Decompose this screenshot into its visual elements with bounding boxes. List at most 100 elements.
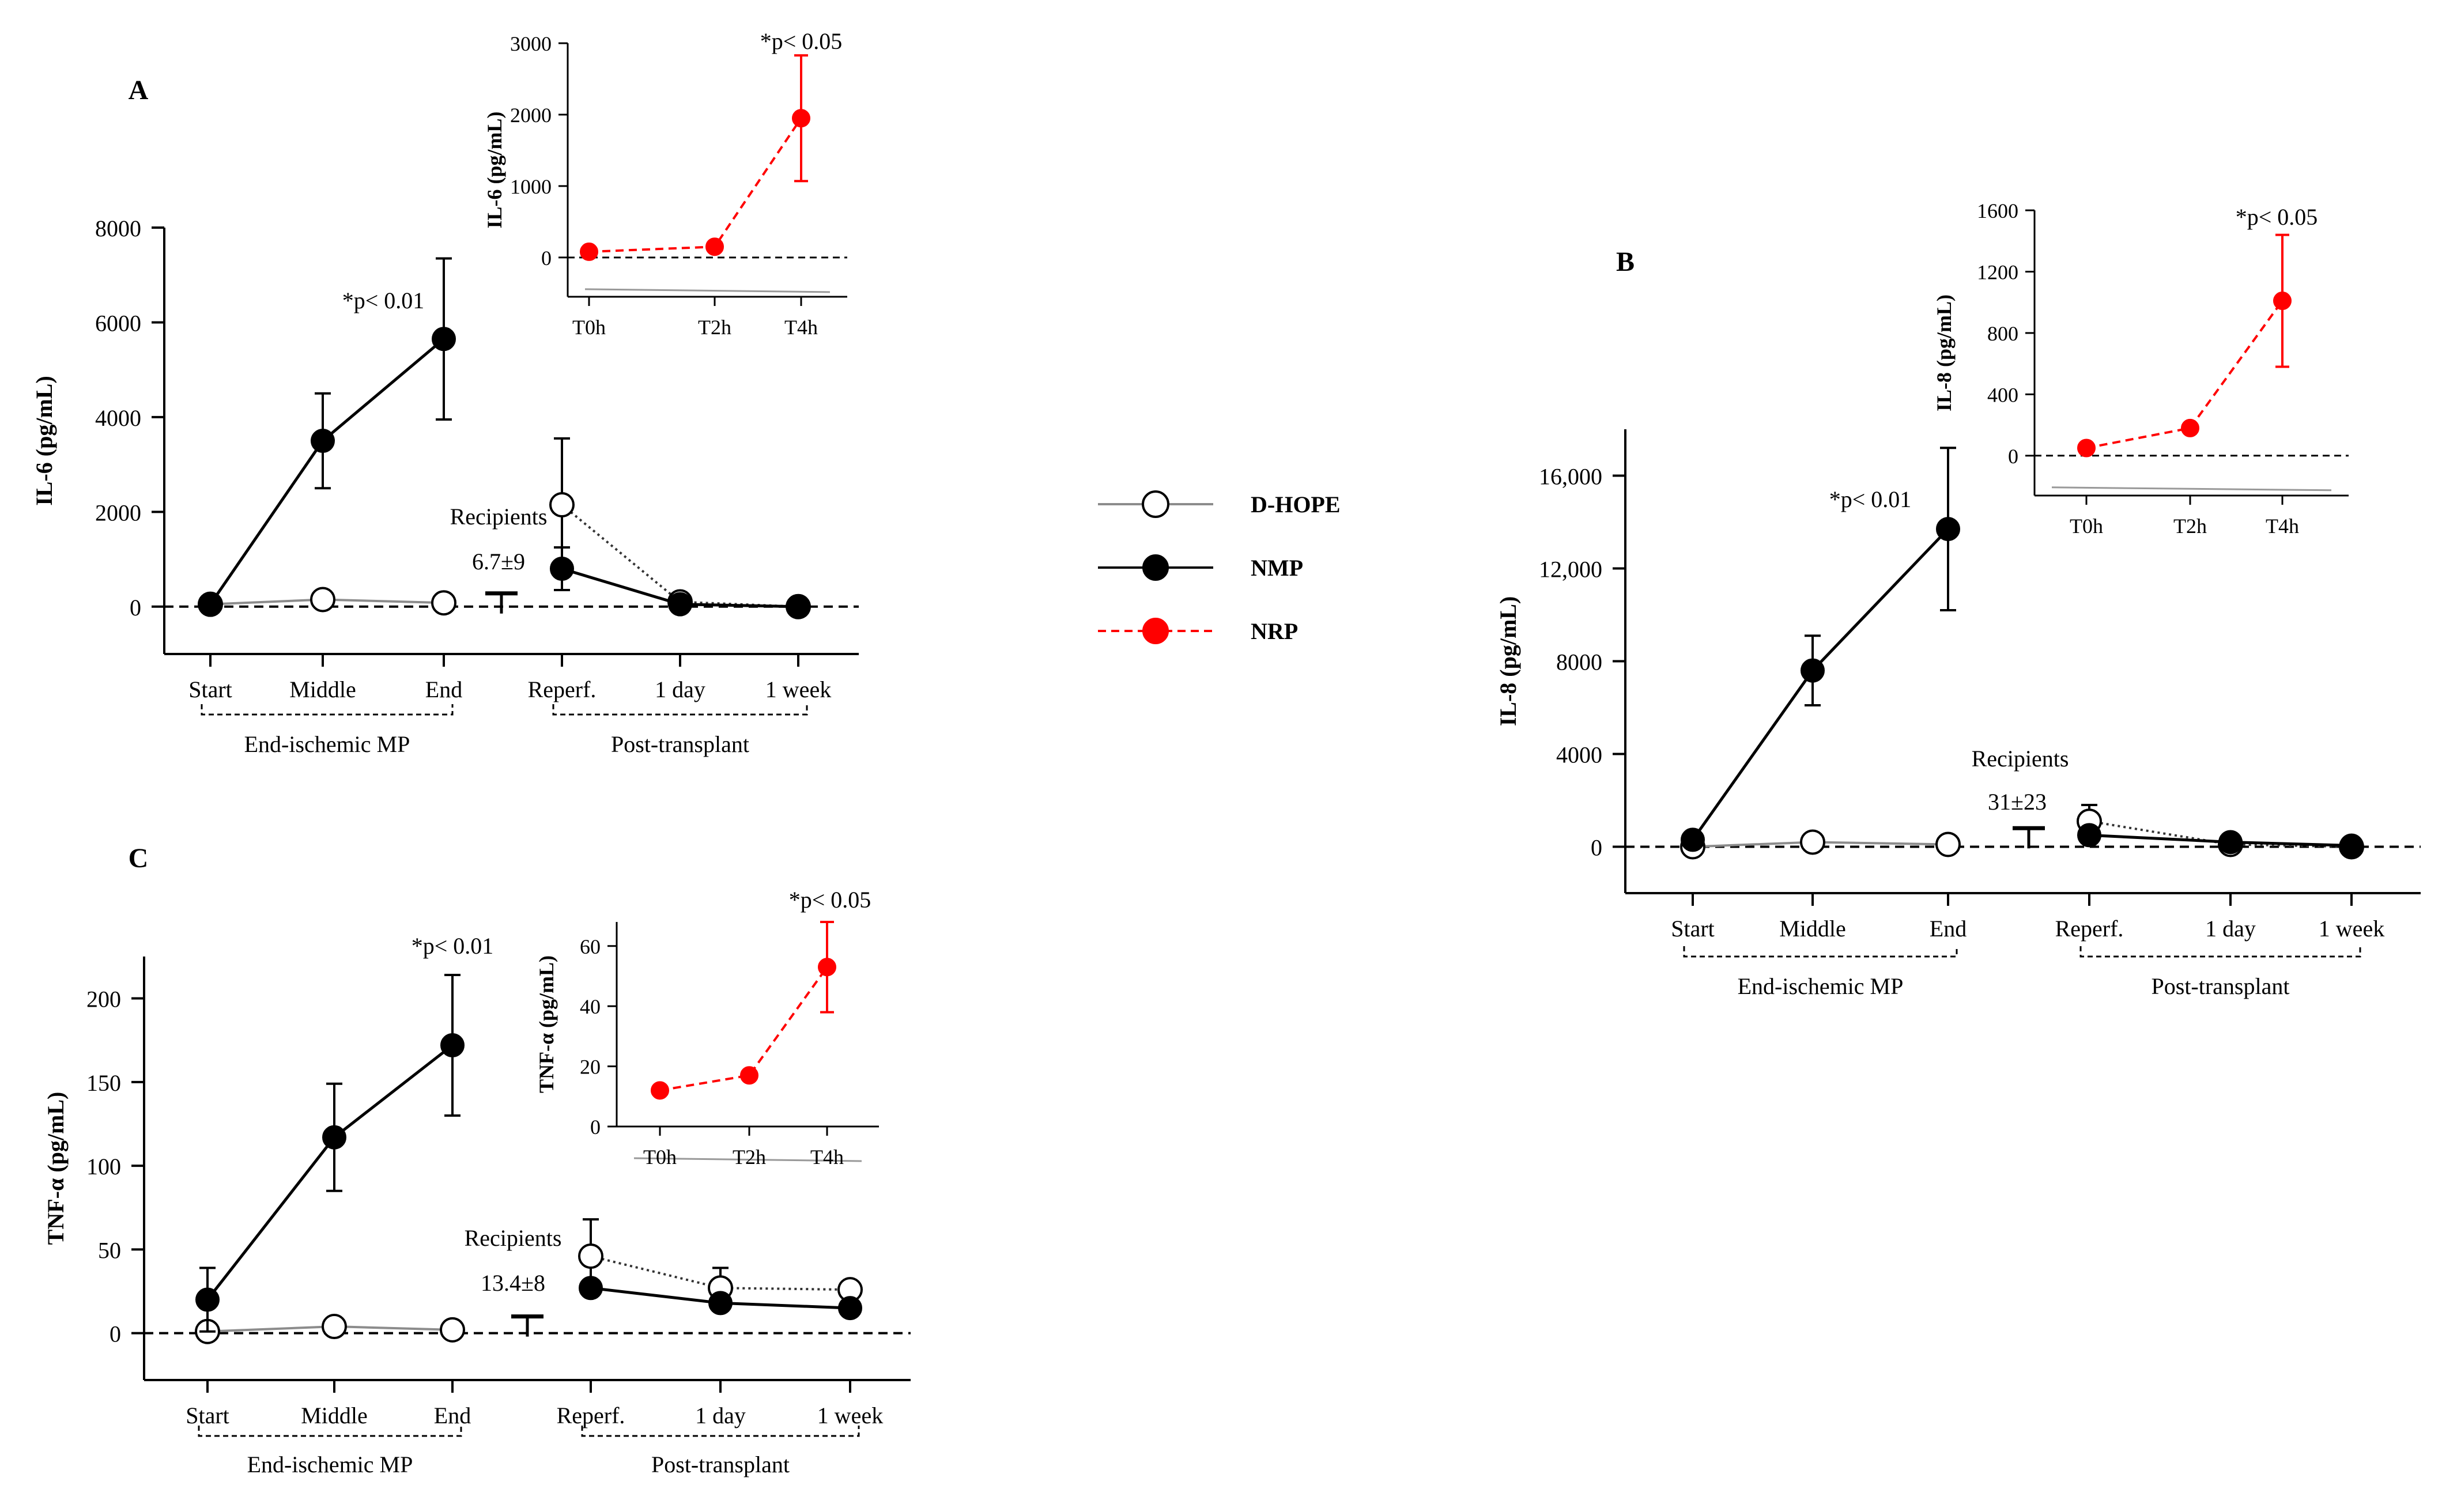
inset-x-tick-label: T4h: [2266, 515, 2299, 538]
inset-y-tick-label: 2000: [510, 104, 552, 127]
inset-x-tick-label: T2h: [698, 316, 731, 339]
significance-label: *p< 0.01: [1829, 486, 1912, 512]
inset-chart: 0 400 800 1200 1600 IL-8 (pg/mL) T0h T2h T4h *p< …: [1933, 199, 2349, 538]
inset-significance-label: *p< 0.05: [2236, 204, 2318, 230]
inset-y-tick-label: 1000: [510, 175, 552, 198]
inset-baseline: [633, 1157, 862, 1162]
inset-x-tick-label: T2h: [2173, 515, 2207, 538]
data-point: [322, 1125, 346, 1150]
data-point: [431, 590, 456, 616]
inset-y-tick-label: 40: [580, 995, 601, 1018]
x-tick-label: End: [434, 1403, 471, 1428]
data-point: [550, 557, 574, 581]
data-point: [2218, 830, 2243, 855]
x-tick-label: 1 day: [2205, 916, 2256, 942]
y-tick-label: 200: [86, 986, 121, 1012]
inset-y-axis-label: IL-6 (pg/mL): [483, 111, 506, 228]
x-tick-label: Middle: [1779, 916, 1846, 942]
data-point: [1936, 517, 1960, 542]
nrp-line: [659, 966, 828, 1092]
data-point: [311, 429, 335, 453]
legend-label: NRP: [1251, 618, 1298, 644]
nrp-data-point: [740, 1066, 758, 1085]
legend-marker: [1142, 618, 1169, 644]
inset-y-tick-label: 1200: [1977, 260, 2018, 284]
recipients-value: 13.4±8: [481, 1270, 545, 1296]
data-point: [1935, 831, 1961, 857]
inset-y-tick-label: 20: [580, 1056, 601, 1079]
inset-significance-label: *p< 0.05: [789, 887, 871, 913]
group-label: Post-transplant: [651, 1451, 790, 1477]
recipients-label: Recipients: [465, 1225, 562, 1251]
recipients-label: Recipients: [450, 504, 548, 530]
inset-y-tick-label: 400: [1987, 383, 2018, 406]
inset-x-tick-label: T0h: [2070, 515, 2103, 538]
inset-chart: 0 1000 2000 3000 IL-6 (pg/mL) T0h T2h T4h *p< 0.…: [483, 28, 847, 339]
data-point: [549, 492, 575, 517]
y-tick-label: 4000: [95, 405, 141, 431]
series-nmp: [195, 973, 862, 1333]
data-point: [310, 587, 335, 613]
x-tick-label: Reperf.: [2055, 916, 2124, 942]
legend-marker: [1142, 554, 1169, 581]
x-tick-label: Reperf.: [557, 1403, 625, 1428]
data-point: [2077, 823, 2101, 848]
nrp-data-point: [2273, 292, 2292, 311]
group-bracket: [2079, 946, 2361, 958]
x-tick-label: 1 day: [695, 1403, 746, 1428]
nrp-line: [588, 118, 802, 253]
data-point: [432, 327, 456, 351]
recipients-value: 31±23: [1988, 789, 2047, 815]
x-tick-label: Start: [188, 676, 232, 702]
legend: D-HOPE NMP NRP: [1098, 490, 1341, 644]
inset-x-tick-label: T0h: [572, 316, 606, 339]
data-point: [708, 1291, 733, 1316]
data-point: [2339, 833, 2364, 858]
data-point: [1681, 827, 1705, 852]
data-point: [668, 592, 692, 617]
recipients-label: Recipients: [1972, 746, 2069, 772]
y-tick-label: 8000: [95, 216, 141, 241]
y-axis-label: TNF-α (pg/mL): [43, 1092, 69, 1245]
y-tick-label: 150: [86, 1070, 121, 1096]
y-axis-label: IL-6 (pg/mL): [31, 376, 57, 506]
panel-letter: A: [129, 75, 149, 105]
y-tick-label: 8000: [1556, 649, 1602, 675]
y-tick-label: 6000: [95, 310, 141, 336]
x-tick-label: 1 day: [655, 676, 705, 702]
legend-item-d-hope: D-HOPE: [1098, 490, 1341, 518]
x-tick-label: End: [1930, 916, 1967, 942]
inset-y-tick-label: 1600: [1977, 199, 2018, 222]
y-tick-label: 2000: [95, 500, 141, 526]
legend-item-nrp: NRP: [1098, 618, 1298, 644]
inset-x-tick-label: T2h: [733, 1146, 766, 1169]
y-tick-label: 0: [1591, 835, 1602, 861]
nrp-data-point: [580, 242, 598, 261]
significance-label: *p< 0.01: [342, 288, 425, 313]
data-point: [786, 594, 810, 619]
nrp-data-point: [792, 109, 810, 128]
inset-x-tick-label: T0h: [643, 1146, 677, 1169]
y-tick-label: 4000: [1556, 742, 1602, 768]
y-tick-label: 100: [86, 1154, 121, 1180]
nrp-data-point: [2077, 439, 2096, 458]
y-axis-label: IL-8 (pg/mL): [1495, 596, 1521, 727]
data-point: [838, 1296, 862, 1321]
inset-y-axis-label: IL-8 (pg/mL): [1933, 294, 1956, 411]
x-tick-label: Middle: [289, 676, 356, 702]
inset-y-tick-label: 0: [590, 1116, 601, 1139]
y-tick-label: 16,000: [1539, 464, 1602, 490]
inset-y-tick-label: 60: [580, 935, 601, 958]
series-nmp: [198, 257, 810, 619]
x-tick-label: 1 week: [2319, 916, 2384, 942]
series-line: [209, 338, 445, 606]
data-point: [1800, 829, 1825, 855]
group-bracket: [198, 1426, 462, 1437]
group-label: Post-transplant: [2152, 973, 2290, 999]
inset-significance-label: *p< 0.05: [760, 28, 843, 54]
data-point: [322, 1314, 347, 1340]
